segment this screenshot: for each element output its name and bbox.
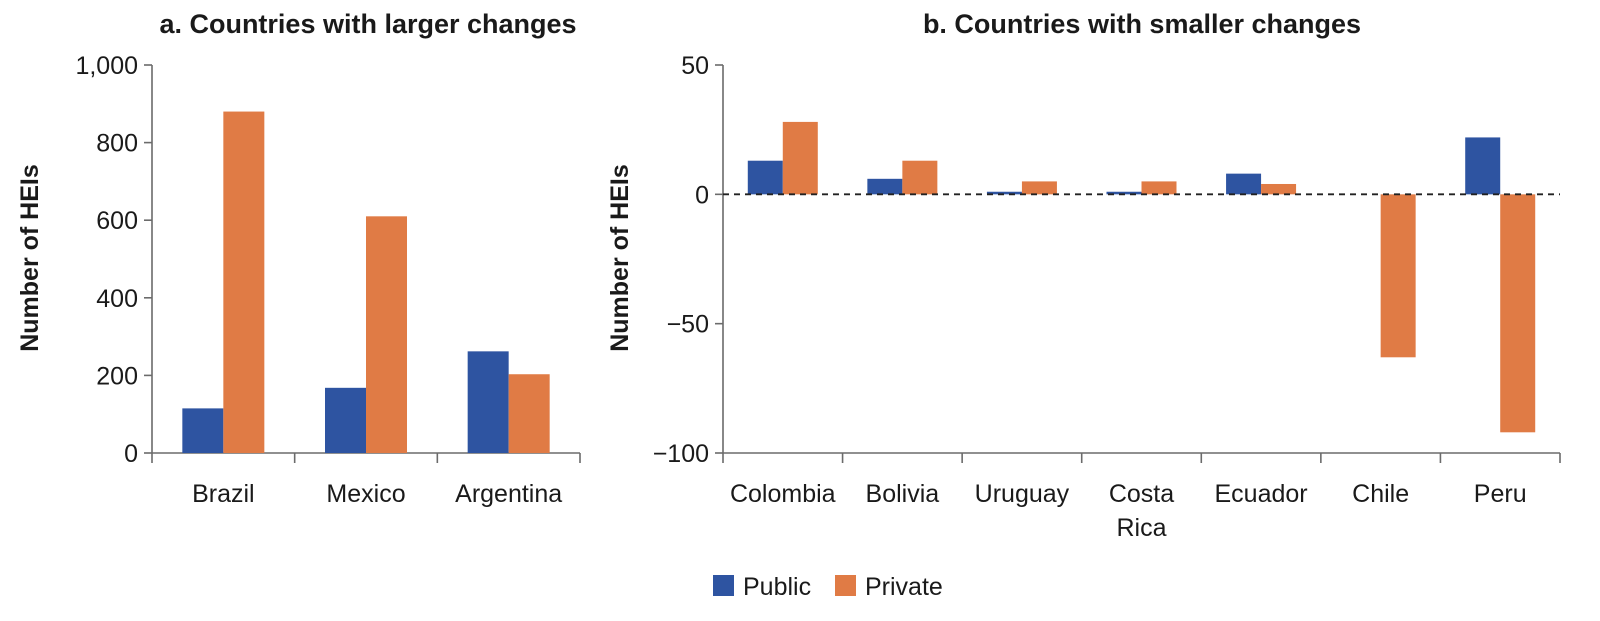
panel-b-plot-area: −100 −50 0 50 Colombia Bolivia Uruguay Costa Ric…: [653, 52, 1561, 542]
panel-b-bar-public-peru: [1465, 137, 1501, 195]
legend-swatch-public: [713, 575, 734, 596]
panel-b-bar-private-uruguay: [1021, 181, 1057, 195]
panel-b-x-tick-label: Bolivia: [866, 480, 940, 508]
panel-a-y-tick-label: 600: [96, 207, 138, 235]
panel-b-x-tick-label: Rica: [1116, 514, 1166, 542]
panel-a-x-tick-label: Brazil: [192, 480, 255, 508]
panel-a-bar-private-argentina: [508, 374, 550, 453]
panel-a-y-tick-label: 400: [96, 285, 138, 313]
panel-a-x-tick-label: Mexico: [326, 480, 405, 508]
panel-a-title: a. Countries with larger changes: [159, 9, 576, 39]
panel-a-y-axis-label: Number of HEIs: [16, 164, 44, 352]
panel-b-x-tick-label: Colombia: [730, 480, 836, 508]
legend-label-public: Public: [743, 573, 811, 601]
panel-b-bar-public-colombia: [747, 160, 783, 195]
panel-a-chart: a. Countries with larger changes Number …: [16, 9, 581, 508]
panel-b-bar-public-costa-rica: [1106, 191, 1142, 195]
panel-b-bar-private-chile: [1380, 194, 1416, 358]
panel-a-y-tick-label: 0: [124, 440, 138, 468]
panel-b-bar-private-peru: [1500, 194, 1536, 433]
panel-a-x-tick-label: Argentina: [455, 480, 562, 508]
panel-b-title: b. Countries with smaller changes: [923, 9, 1361, 39]
panel-b-x-tick-label: Uruguay: [975, 480, 1070, 508]
panel-b-x-tick-label: Ecuador: [1215, 480, 1308, 508]
panel-b-y-tick-label: −100: [653, 440, 709, 468]
legend-swatch-private: [835, 575, 856, 596]
panel-a-plot-area: 0 200 400 600 800 1,000 Brazil Mexico Argentina: [75, 52, 581, 508]
panel-b-y-axis-label: Number of HEIs: [606, 164, 634, 352]
panel-a-y-tick-label: 800: [96, 130, 138, 158]
panel-b-x-tick-label: Peru: [1474, 480, 1527, 508]
panel-a-y-tick-label: 200: [96, 362, 138, 390]
panel-b-bar-public-bolivia: [867, 178, 903, 195]
legend: Public Private: [713, 573, 943, 601]
panel-b-bar-private-ecuador: [1261, 183, 1297, 195]
panel-b-y-tick-label: 0: [695, 181, 709, 209]
panel-a-bar-public-brazil: [182, 408, 224, 453]
panel-a-bar-public-argentina: [467, 351, 509, 453]
panel-b-bar-public-ecuador: [1226, 173, 1262, 195]
panel-a-bar-public-mexico: [325, 387, 366, 453]
panel-b-y-tick-label: 50: [681, 52, 709, 80]
panel-b-bar-private-colombia: [782, 121, 818, 195]
panel-a-bar-private-brazil: [223, 111, 265, 453]
panel-b-x-tick-label: Chile: [1352, 480, 1409, 508]
panel-b-bar-private-bolivia: [902, 160, 938, 195]
panel-b-x-tick-label: Costa: [1109, 480, 1174, 508]
legend-label-private: Private: [865, 573, 943, 601]
panel-a-bar-private-mexico: [366, 216, 407, 453]
panel-b-y-tick-label: −50: [667, 311, 709, 339]
panel-b-bar-public-uruguay: [986, 191, 1022, 195]
panel-b-bar-private-costa-rica: [1141, 181, 1177, 195]
panel-b-chart: b. Countries with smaller changes Number…: [606, 9, 1561, 542]
panel-a-y-tick-label: 1,000: [75, 52, 138, 80]
